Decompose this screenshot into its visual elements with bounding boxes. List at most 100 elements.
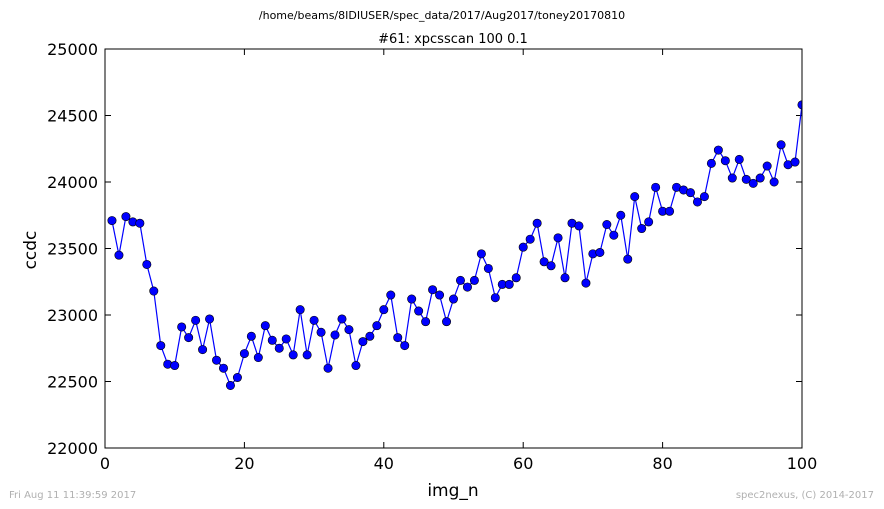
data-point (260, 321, 270, 331)
data-point (177, 322, 187, 332)
data-point (762, 161, 772, 171)
data-point (790, 157, 800, 167)
data-point (358, 337, 368, 347)
data-point (462, 282, 472, 292)
data-point (135, 218, 145, 228)
data-point (483, 263, 493, 273)
y-tick-label: 24000 (47, 173, 98, 192)
data-point (351, 361, 361, 371)
data-point (107, 216, 117, 226)
data-point (281, 334, 291, 344)
data-point (344, 325, 354, 335)
data-point (560, 273, 570, 283)
x-tick-label: 0 (100, 454, 110, 473)
data-point (769, 177, 779, 187)
footer-timestamp: Fri Aug 11 11:39:59 2017 (9, 490, 136, 501)
data-point (616, 210, 626, 220)
data-point (727, 173, 737, 183)
data-point (114, 250, 124, 260)
data-point (581, 278, 591, 288)
data-point (428, 285, 438, 295)
data-point (170, 361, 180, 371)
data-point (776, 140, 786, 150)
data-point (302, 350, 312, 360)
data-point (435, 290, 445, 300)
data-point (706, 158, 716, 168)
data-point (191, 315, 201, 325)
data-point (184, 333, 194, 343)
data-point (734, 154, 744, 164)
data-point (225, 380, 235, 390)
plot-frame (104, 48, 803, 449)
data-point (469, 275, 479, 285)
y-tick-label: 22500 (47, 373, 98, 392)
data-point (386, 290, 396, 300)
header-path: /home/beams/8IDIUSER/spec_data/2017/Aug2… (259, 9, 625, 22)
data-point (330, 330, 340, 340)
data-point (295, 305, 305, 315)
data-point (407, 294, 417, 304)
data-point (546, 261, 556, 271)
data-point (630, 192, 640, 202)
data-point (212, 355, 222, 365)
data-point (637, 224, 647, 234)
data-point (274, 343, 284, 353)
data-point (685, 188, 695, 198)
data-point (156, 341, 166, 351)
data-point (504, 279, 514, 289)
series-group (107, 100, 802, 390)
y-tick-label: 22000 (47, 439, 98, 458)
data-point (393, 333, 403, 343)
data-point (609, 230, 619, 240)
y-axis-label: ccdc (21, 231, 41, 270)
y-tick-label: 24500 (47, 107, 98, 126)
data-point (400, 341, 410, 351)
y-tick-label: 23500 (47, 240, 98, 259)
data-point (720, 156, 730, 166)
x-tick-label: 80 (652, 454, 672, 473)
data-point (253, 353, 263, 363)
data-point (267, 335, 277, 345)
data-point (574, 221, 584, 231)
data-point (149, 286, 159, 296)
data-point (692, 197, 702, 207)
data-point (288, 350, 298, 360)
data-point (665, 206, 675, 216)
data-point (455, 275, 465, 285)
data-point (644, 217, 654, 227)
data-point (414, 306, 424, 316)
data-point (442, 317, 452, 327)
data-point (748, 178, 758, 188)
x-tick-label: 60 (513, 454, 533, 473)
data-point (205, 314, 215, 324)
data-point (198, 345, 208, 355)
data-point (651, 182, 661, 192)
y-tick-label: 23000 (47, 306, 98, 325)
data-point (246, 331, 256, 341)
x-axis-label: img_n (427, 481, 478, 501)
data-point (490, 293, 500, 303)
data-point (323, 363, 333, 373)
data-point (121, 212, 131, 222)
data-point (316, 327, 326, 337)
data-point (379, 305, 389, 315)
data-point (595, 247, 605, 257)
data-point (518, 242, 528, 252)
data-point (532, 218, 542, 228)
chart-title: #61: xpcsscan 100 0.1 (378, 32, 528, 47)
data-point (713, 145, 723, 155)
data-point (372, 321, 382, 331)
data-point (511, 273, 521, 283)
footer-credit: spec2nexus, (C) 2014-2017 (736, 490, 874, 501)
data-point (755, 173, 765, 183)
data-point (553, 233, 563, 243)
data-point (365, 331, 375, 341)
data-point (623, 254, 633, 264)
data-point (337, 314, 347, 324)
data-point (232, 373, 242, 383)
data-point (539, 257, 549, 267)
x-tick-label: 40 (374, 454, 394, 473)
data-point (448, 294, 458, 304)
